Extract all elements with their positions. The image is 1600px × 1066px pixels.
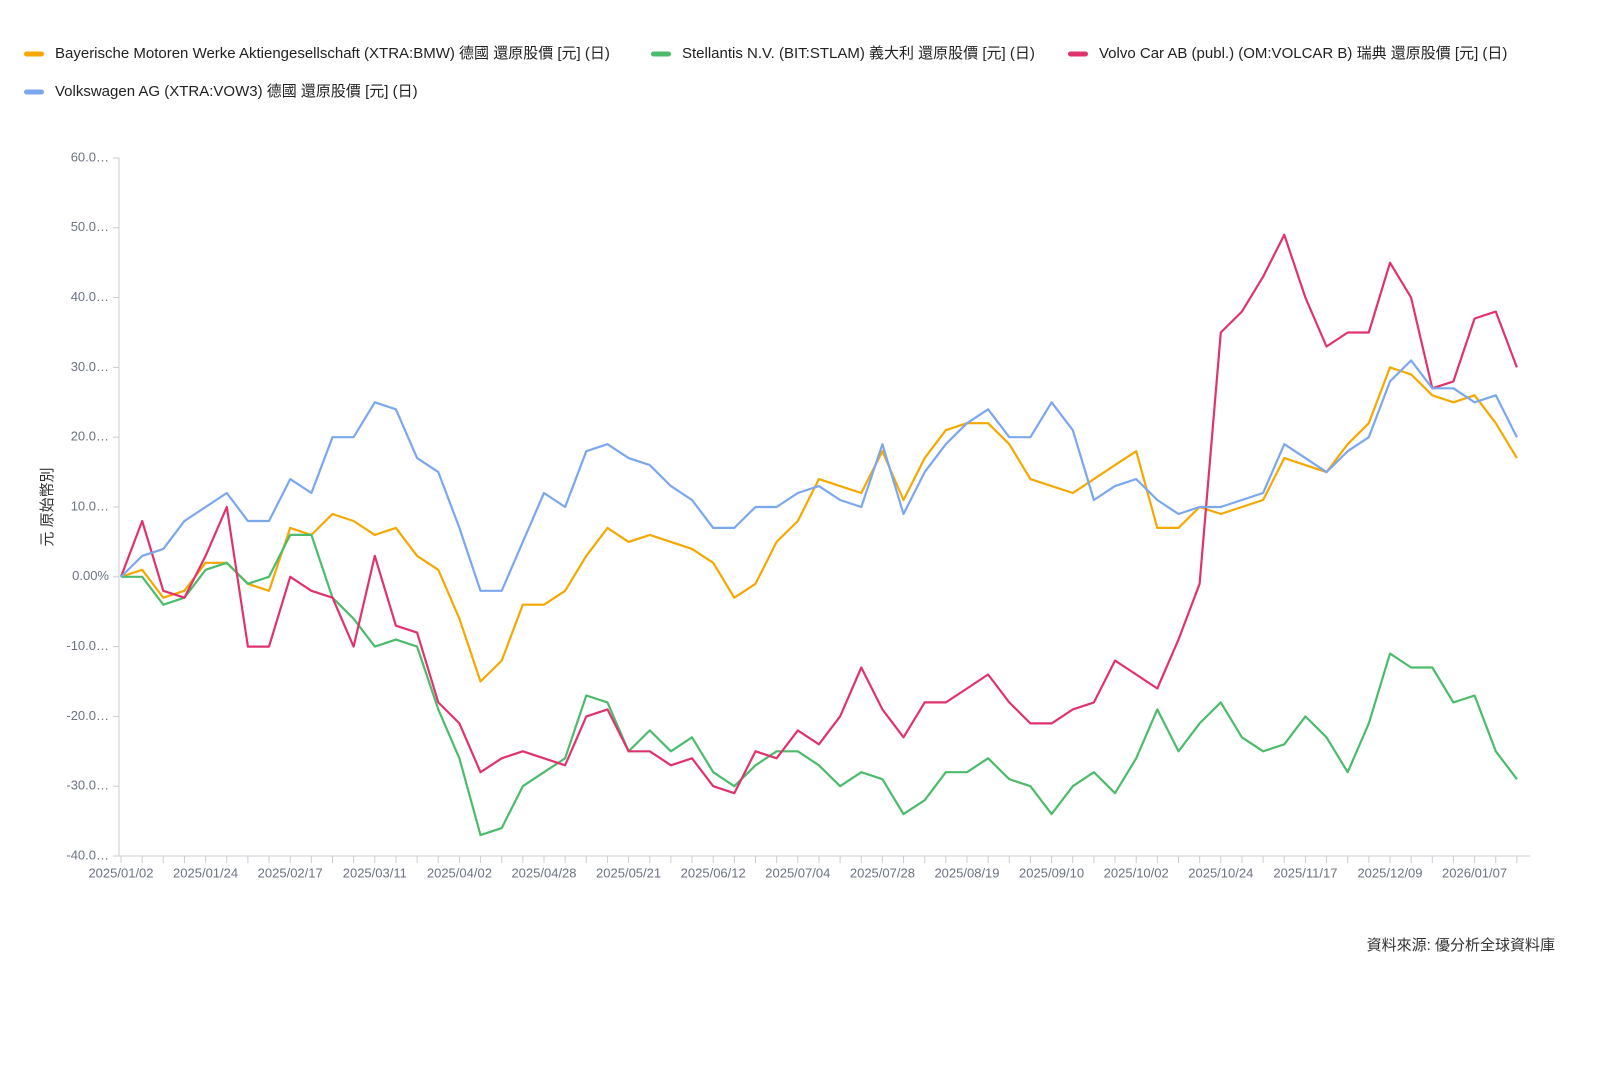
x-tick-label: 2025/05/21 [596, 865, 661, 880]
x-tick-label: 2025/01/24 [173, 865, 238, 880]
y-tick-label: 40.0… [71, 289, 109, 304]
x-tick-label: 2025/01/02 [88, 865, 153, 880]
legend-label: Volvo Car AB (publ.) (OM:VOLCAR B) 瑞典 還原… [1099, 45, 1507, 62]
x-tick-label: 2025/07/28 [850, 865, 915, 880]
series-line [120, 366, 1518, 683]
x-tick-label: 2025/11/17 [1273, 865, 1337, 880]
x-tick-label: 2025/03/11 [343, 865, 407, 880]
x-tick-label: 2025/10/24 [1188, 865, 1253, 880]
x-tick-label: 2026/01/07 [1442, 865, 1507, 880]
y-tick-label: 0.00% [72, 568, 109, 583]
series-line [119, 233, 1518, 795]
x-tick-label: 2025/04/02 [427, 865, 492, 880]
y-tick-label: 20.0… [71, 429, 109, 444]
legend-label: Bayerische Motoren Werke Aktiengesellsch… [55, 44, 610, 62]
y-axis-title: 元 原始幣別 [39, 467, 56, 546]
y-tick-label: -10.0… [66, 638, 109, 653]
y-tick-label: -20.0… [66, 708, 109, 723]
x-tick-label: 2025/06/12 [681, 865, 746, 880]
y-tick-label: 10.0… [71, 498, 109, 513]
x-tick-label: 2025/09/10 [1019, 865, 1084, 880]
x-tick-label: 2025/07/04 [765, 865, 830, 880]
legend-swatch [1068, 51, 1088, 57]
y-tick-label: -30.0… [66, 778, 109, 793]
legend-swatch [24, 89, 44, 95]
source-note: 資料來源: 優分析全球資料庫 [1367, 936, 1555, 954]
y-tick-label: 30.0… [71, 359, 109, 374]
legend-swatch [24, 51, 44, 57]
y-tick-label: 60.0… [71, 149, 109, 164]
legend-swatch [651, 51, 671, 57]
y-tick-label: 50.0… [71, 219, 109, 234]
x-tick-label: 2025/02/17 [258, 865, 323, 880]
x-tick-label: 2025/12/09 [1357, 865, 1422, 880]
x-tick-label: 2025/04/28 [511, 865, 576, 880]
series-line [120, 359, 1518, 592]
x-tick-label: 2025/08/19 [934, 865, 999, 880]
legend-label: Volkswagen AG (XTRA:VOW3) 德國 還原股價 [元] (日… [55, 82, 418, 100]
series-line [121, 533, 1518, 837]
x-tick-label: 2025/10/02 [1104, 865, 1169, 880]
legend-label: Stellantis N.V. (BIT:STLAM) 義大利 還原股價 [元]… [682, 45, 1035, 62]
y-tick-label: -40.0… [66, 847, 109, 862]
